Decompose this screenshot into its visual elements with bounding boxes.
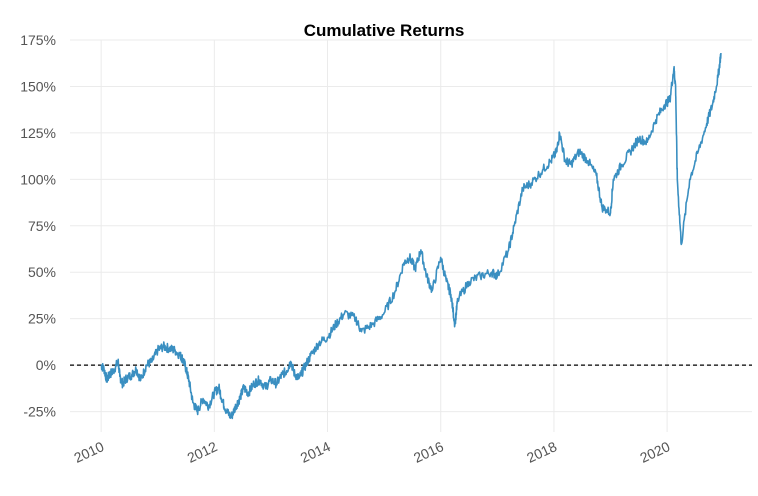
series — [100, 52, 722, 420]
x-tick-label: 2012 — [185, 438, 220, 466]
x-axis: 2010 2012 2014 2016 2018 2020 — [71, 438, 672, 466]
y-tick-label: 0% — [36, 357, 56, 373]
x-tick-label: 2010 — [71, 438, 106, 466]
x-tick-label: 2020 — [637, 438, 672, 466]
y-tick-label: 25% — [28, 311, 56, 327]
y-tick-label: 150% — [20, 78, 56, 94]
y-tick-label: 175% — [20, 32, 56, 48]
y-tick-label: 125% — [20, 125, 56, 141]
y-tick-label: -25% — [23, 404, 56, 420]
chart-title: Cumulative Returns — [304, 21, 465, 40]
y-tick-label: 100% — [20, 171, 56, 187]
grid — [70, 39, 752, 432]
y-tick-label: 75% — [28, 218, 56, 234]
x-tick-label: 2018 — [524, 438, 559, 466]
y-axis: -25% 0% 25% 50% 75% 100% 125% 150% 175% — [20, 32, 56, 420]
cumulative-returns-line — [100, 52, 722, 420]
x-tick-label: 2014 — [298, 438, 333, 466]
y-tick-label: 50% — [28, 264, 56, 280]
x-tick-label: 2016 — [411, 438, 446, 466]
